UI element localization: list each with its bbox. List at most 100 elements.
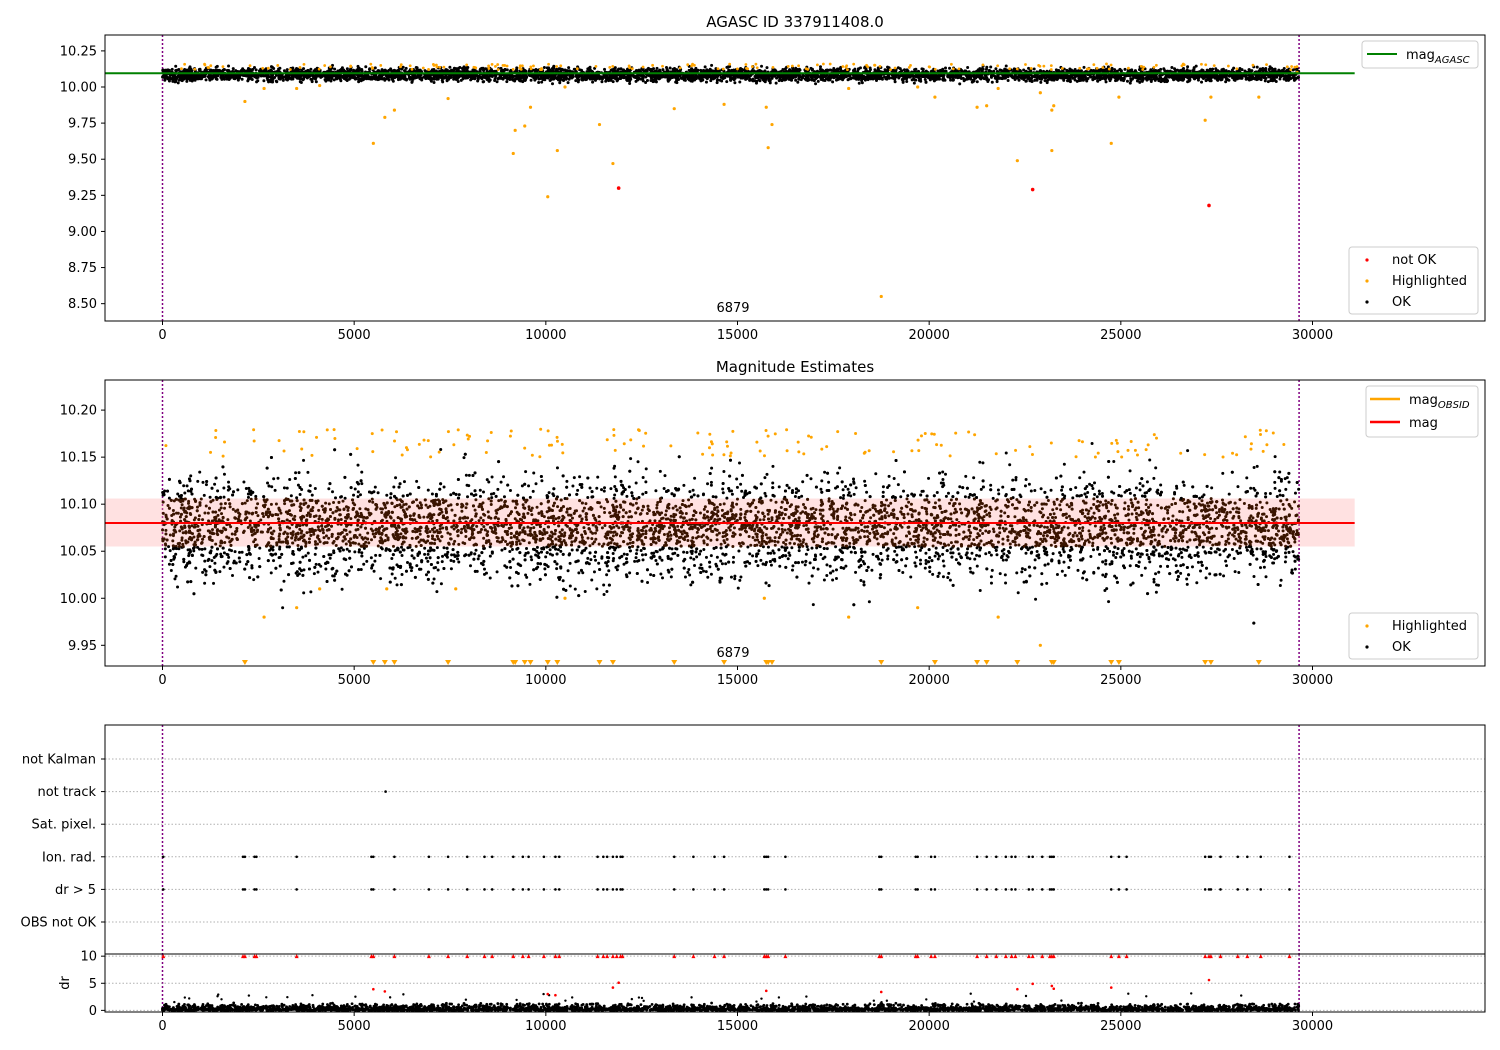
panel2-ytick-label: 10.15 [60, 451, 97, 466]
panel3-flag-point [602, 855, 605, 859]
panel3-flag-point [542, 888, 546, 891]
panel4-dr-capped-marker [511, 954, 516, 959]
panel3-flag-point [672, 888, 676, 891]
panel1-highlighted-point [546, 195, 550, 199]
panel1-highlighted-point [1095, 66, 1099, 70]
panel3-flag-point [611, 888, 615, 891]
panel2-highlighted-point [758, 449, 762, 453]
panel2-highlighted-point [550, 443, 554, 447]
panel2-highlighted-point [701, 452, 705, 456]
panel3-flag-point [511, 855, 515, 859]
panel4-dr-capped-marker [490, 954, 495, 959]
panel2-highlighted-point [1126, 448, 1130, 452]
panel2-highlighted-point [644, 431, 648, 435]
panel1-highlighted-point [392, 108, 397, 112]
panel1-highlighted-point [1078, 66, 1082, 70]
panel3-category-label: Sat. pixel. [32, 818, 96, 833]
panel3-flag-point [1207, 855, 1211, 859]
panel3-flag-point [1288, 855, 1291, 859]
panel1-ytick-label: 9.50 [68, 153, 97, 168]
panel1-highlighted-point [434, 63, 438, 67]
panel4-dr-high-point [1207, 978, 1211, 982]
panel3-flag-point [393, 888, 396, 891]
panel3-flag-point [1050, 888, 1054, 891]
panel1-highlighted-point [1152, 65, 1156, 69]
panel1-highlighted-point [1204, 63, 1208, 67]
panel3-flag-point [764, 888, 768, 891]
panel2-lower-limit-marker [391, 660, 398, 665]
panel1-highlighted-point [432, 64, 436, 67]
panel2-highlighted-point [252, 439, 256, 443]
panel2-highlighted-point [1249, 442, 1253, 446]
panel3-flag-point [446, 888, 450, 891]
panel3-flag-point [605, 888, 609, 891]
panel3-flag-point [1246, 855, 1249, 859]
panel3-flag-point [446, 855, 450, 859]
panel1-highlighted-point [1265, 63, 1268, 67]
panel1-highlighted-point [1293, 65, 1297, 69]
panel2-highlighted-point [404, 446, 408, 450]
panel3-flag-point [916, 888, 919, 891]
panel1-highlighted-point [520, 64, 524, 68]
panel1-highlighted-point [846, 68, 849, 72]
panel1-highlighted-point [907, 66, 911, 69]
panel4-dr-capped-marker [1218, 954, 1223, 959]
panel4-dr-high-point [546, 992, 550, 996]
panel3-flag-point [1048, 855, 1052, 859]
panel1-highlighted-point [852, 62, 856, 66]
panel2-lower-limit-marker [1108, 660, 1115, 665]
panel2-lower-limit-marker [878, 660, 885, 665]
panel2-lower-limit-marker [983, 660, 990, 665]
panel1-xtick-label: 5000 [338, 328, 371, 343]
panel2-highlighted-point [1271, 431, 1275, 435]
panel1-highlighted-point [193, 67, 197, 71]
panel2-lower-limit-marker [445, 660, 452, 665]
panel2-highlighted-point [892, 450, 896, 454]
panel1-highlighted-point [661, 64, 664, 68]
panel2-highlighted-point [612, 433, 616, 437]
panel2-highlighted-point [797, 450, 801, 454]
panel4-dr-capped-marker [254, 954, 259, 959]
panel1-highlighted-point [1105, 62, 1108, 66]
panel3-flag-point [1125, 855, 1128, 859]
panel3-flag-point [619, 888, 622, 891]
panel1-highlighted-point [540, 67, 543, 70]
panel1-highlighted-point [744, 63, 748, 66]
panel3-flag-point [713, 855, 716, 859]
panel4-dr-capped-marker [1051, 954, 1056, 959]
panel1-highlighted-point [716, 67, 720, 71]
panel1-highlighted-point [957, 67, 961, 71]
panel2-highlighted-point [728, 454, 732, 458]
panel4-dr-capped-marker [446, 954, 451, 959]
panel3-flag-point [1109, 855, 1113, 859]
panel2-legend-top: magOBSID mag [1365, 385, 1479, 438]
panel3-flag-point [241, 888, 245, 891]
panel3-flag-point [602, 888, 605, 891]
panel1-highlighted-point [1050, 148, 1054, 153]
panel1-highlighted-point [329, 65, 332, 69]
panel3-flag-point [763, 855, 766, 859]
panel2-highlighted-point [429, 455, 433, 459]
panel2-highlighted-point [785, 449, 789, 453]
panel1-highlighted-point [261, 66, 265, 70]
panel1-ytick-label: 8.50 [68, 297, 97, 312]
panel1-highlighted-point [563, 85, 567, 89]
panel3-flag-point [615, 888, 619, 891]
panel2-highlighted-point [417, 442, 421, 446]
panel3-flag-point [1052, 888, 1056, 891]
panel1-highlighted-point [180, 67, 183, 71]
panel1-highlighted-point [248, 64, 252, 68]
panel3-flag-point [1010, 855, 1013, 859]
panel2-highlighted-point [547, 443, 551, 447]
panel1-xtick-label: 20000 [908, 328, 949, 343]
panel2-highlighted-point [1282, 443, 1286, 447]
legend-ok-2: OK [1392, 640, 1411, 655]
panel1-highlighted-point [873, 63, 876, 67]
panel2-highlighted-point [708, 432, 712, 436]
panel2-highlighted-point [762, 454, 766, 458]
panel3-flag-point [722, 855, 726, 859]
panel1-highlighted-point [528, 105, 533, 109]
panel4-dr-capped-marker [915, 954, 920, 959]
panel3-flag-point [596, 888, 599, 891]
